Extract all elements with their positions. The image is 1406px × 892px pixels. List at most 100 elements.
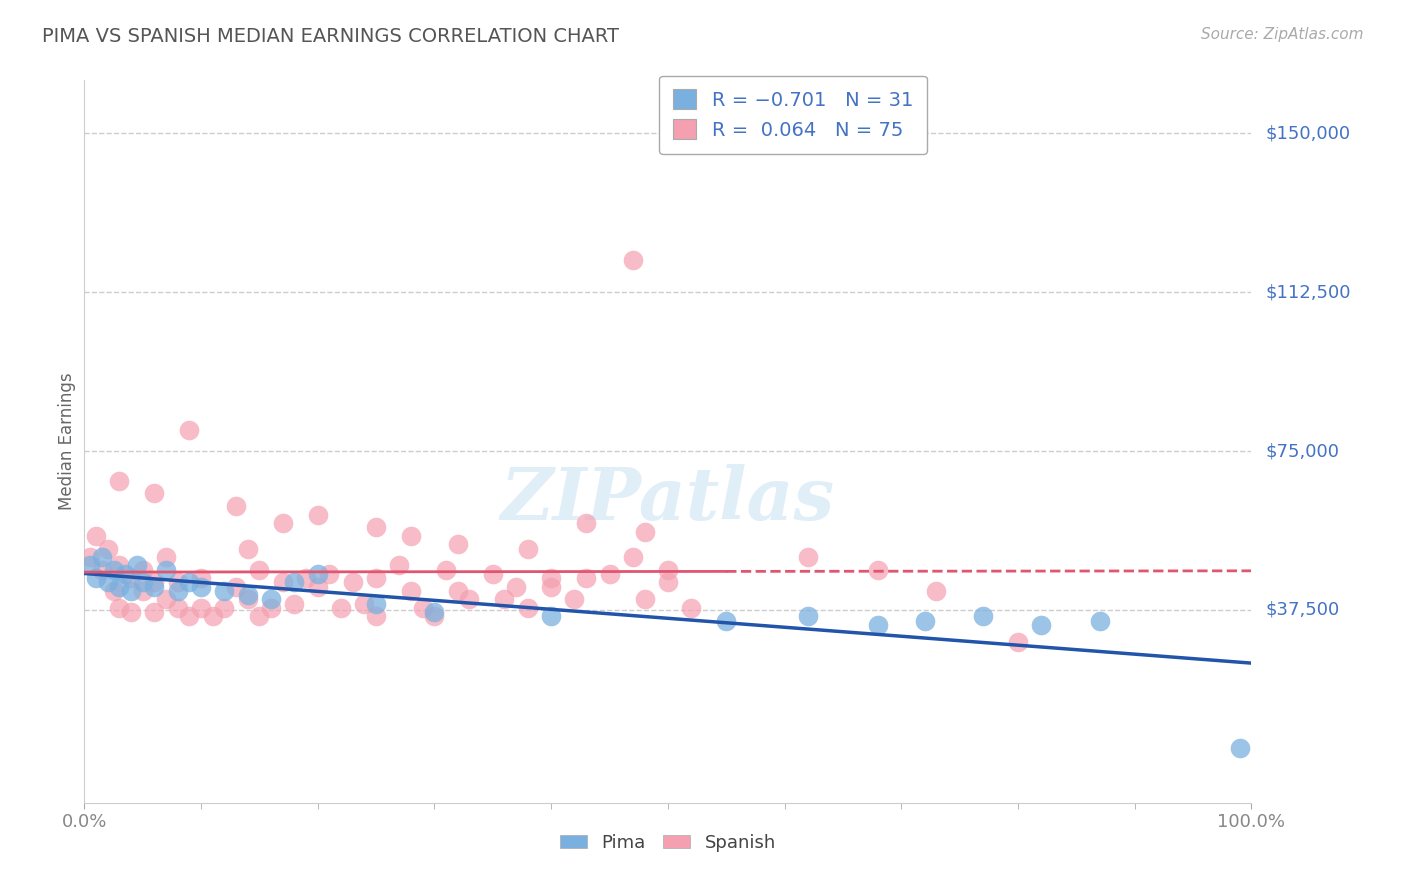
Point	[1031, 617, 1053, 632]
Point	[166, 600, 188, 615]
Point	[866, 563, 889, 577]
Point	[190, 571, 212, 585]
Point	[366, 609, 388, 624]
Point	[236, 588, 259, 602]
Point	[540, 571, 562, 585]
Point	[179, 423, 201, 437]
Point	[716, 614, 738, 628]
Point	[307, 566, 329, 581]
Point	[143, 575, 166, 590]
Point	[972, 609, 994, 624]
Point	[84, 529, 107, 543]
Point	[423, 605, 446, 619]
Point	[166, 575, 188, 590]
Point	[166, 583, 188, 598]
Y-axis label: Median Earnings: Median Earnings	[58, 373, 76, 510]
Point	[925, 583, 948, 598]
Text: $112,500: $112,500	[1265, 283, 1351, 301]
Point	[621, 253, 644, 268]
Point	[494, 592, 516, 607]
Point	[447, 537, 470, 551]
Point	[120, 605, 142, 619]
Point	[271, 516, 294, 530]
Point	[307, 580, 329, 594]
Point	[236, 541, 259, 556]
Point	[155, 549, 177, 564]
Point	[866, 617, 889, 632]
Point	[388, 558, 411, 573]
Text: ZIPatlas: ZIPatlas	[501, 464, 835, 535]
Point	[633, 592, 655, 607]
Point	[516, 541, 538, 556]
Point	[84, 571, 107, 585]
Point	[914, 614, 936, 628]
Point	[621, 549, 644, 564]
Point	[97, 541, 120, 556]
Point	[447, 583, 470, 598]
Point	[681, 600, 703, 615]
Text: $150,000: $150,000	[1265, 124, 1350, 142]
Point	[103, 583, 125, 598]
Point	[114, 566, 136, 581]
Point	[330, 600, 353, 615]
Point	[271, 575, 294, 590]
Point	[657, 563, 679, 577]
Point	[120, 583, 142, 598]
Point	[155, 563, 177, 577]
Point	[249, 563, 271, 577]
Point	[423, 609, 446, 624]
Point	[575, 516, 598, 530]
Point	[366, 520, 388, 534]
Point	[103, 563, 125, 577]
Point	[132, 563, 155, 577]
Point	[225, 580, 247, 594]
Point	[214, 583, 236, 598]
Legend: Pima, Spanish: Pima, Spanish	[553, 826, 783, 859]
Point	[505, 580, 527, 594]
Point	[108, 558, 131, 573]
Point	[1088, 614, 1111, 628]
Point	[1007, 634, 1029, 648]
Point	[155, 592, 177, 607]
Point	[236, 592, 259, 607]
Point	[90, 563, 112, 577]
Point	[366, 571, 388, 585]
Text: $37,500: $37,500	[1265, 601, 1340, 619]
Point	[108, 600, 131, 615]
Point	[143, 580, 166, 594]
Point	[225, 499, 247, 513]
Point	[575, 571, 598, 585]
Point	[260, 600, 283, 615]
Point	[516, 600, 538, 615]
Point	[1229, 740, 1251, 755]
Point	[564, 592, 586, 607]
Point	[540, 609, 562, 624]
Point	[249, 609, 271, 624]
Point	[283, 597, 305, 611]
Point	[120, 571, 142, 585]
Point	[90, 549, 112, 564]
Point	[657, 575, 679, 590]
Point	[190, 600, 212, 615]
Point	[318, 566, 340, 581]
Point	[366, 597, 388, 611]
Point	[214, 600, 236, 615]
Point	[108, 580, 131, 594]
Point	[125, 558, 148, 573]
Point	[132, 583, 155, 598]
Point	[79, 558, 101, 573]
Point	[143, 605, 166, 619]
Point	[797, 549, 820, 564]
Point	[353, 597, 375, 611]
Point	[260, 592, 283, 607]
Point	[79, 549, 101, 564]
Point	[179, 575, 201, 590]
Point	[143, 486, 166, 500]
Point	[797, 609, 820, 624]
Point	[132, 575, 155, 590]
Point	[179, 609, 201, 624]
Point	[283, 575, 305, 590]
Point	[540, 580, 562, 594]
Point	[399, 529, 422, 543]
Point	[633, 524, 655, 539]
